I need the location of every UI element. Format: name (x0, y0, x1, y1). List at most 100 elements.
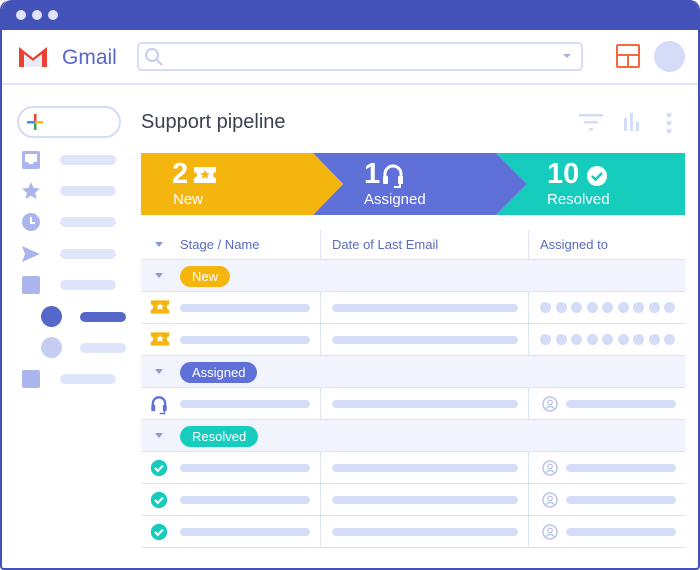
chart-icon[interactable] (622, 112, 642, 132)
stage-count: 10 (547, 158, 580, 190)
collapse-all-caret-icon[interactable] (155, 242, 163, 247)
sidebar-item-placeholder[interactable] (60, 280, 116, 290)
name-placeholder (180, 400, 310, 408)
header: Gmail (2, 30, 698, 85)
placeholder-dot (648, 302, 660, 313)
title-bar (2, 0, 698, 30)
sidebar-item-placeholder[interactable] (60, 217, 116, 227)
sidebar-item-placeholder[interactable] (60, 374, 116, 384)
page-title: Support pipeline (141, 111, 286, 133)
placeholder-dot (633, 302, 644, 313)
stage-assigned[interactable]: 1 Assigned (331, 153, 511, 215)
placeholder-dot (555, 334, 567, 345)
column-label: Date of Last Email (332, 237, 439, 252)
date-placeholder (332, 464, 518, 472)
assignee-placeholder (566, 496, 676, 504)
group-row-resolved[interactable]: Resolved (141, 420, 685, 452)
user-icon[interactable] (542, 396, 558, 412)
pipeline-banner: 2 New 1 Assigned 10 Resolved (141, 153, 685, 215)
sidebar-item-placeholder[interactable] (60, 186, 116, 196)
search-input[interactable] (137, 42, 583, 71)
table-row[interactable] (141, 452, 685, 484)
layout-icon[interactable] (616, 44, 640, 68)
placeholder-dot (648, 334, 660, 345)
name-placeholder (180, 496, 310, 504)
avatar[interactable] (654, 41, 685, 72)
compose-button[interactable] (17, 106, 121, 138)
plus-icon (27, 114, 43, 130)
label-icon[interactable] (21, 275, 41, 295)
gmail-logo-icon[interactable] (17, 44, 49, 68)
brand-name: Gmail (62, 46, 117, 69)
placeholder-dot (571, 302, 582, 313)
collapse-caret-icon[interactable] (155, 369, 163, 374)
stage-badge: New (180, 266, 231, 287)
placeholder-dot (664, 334, 675, 345)
ticket-star-icon (150, 300, 170, 314)
sidebar-item-placeholder[interactable] (60, 249, 116, 259)
column-label: Stage / Name (180, 237, 260, 252)
column-header-stage[interactable]: Stage / Name (141, 230, 320, 259)
send-icon[interactable] (21, 244, 41, 264)
collapse-caret-icon[interactable] (155, 273, 163, 278)
table-row[interactable] (141, 516, 685, 548)
stage-count: 1 (364, 158, 381, 190)
sidebar-item-placeholder[interactable] (80, 343, 126, 353)
placeholder-dot (633, 334, 644, 345)
column-header-date[interactable]: Date of Last Email (320, 230, 528, 259)
placeholder-dot (540, 302, 551, 313)
check-circle-icon (150, 491, 168, 509)
stage-resolved[interactable]: 10 Resolved (511, 153, 685, 215)
inbox-icon[interactable] (21, 150, 41, 170)
date-placeholder (332, 336, 518, 344)
table-header: Stage / Name Date of Last Email Assigned… (141, 230, 685, 260)
star-icon[interactable] (21, 181, 41, 201)
name-placeholder (180, 528, 310, 536)
placeholder-dot (586, 334, 598, 345)
stage-badge: Assigned (180, 362, 258, 383)
name-placeholder (180, 464, 310, 472)
sublabel-dot-icon[interactable] (41, 337, 62, 358)
name-placeholder (180, 336, 310, 344)
placeholder-dot (555, 302, 567, 313)
sidebar-item-placeholder[interactable] (60, 155, 116, 165)
user-icon[interactable] (542, 492, 558, 508)
headset-icon (151, 396, 167, 415)
stage-label: Resolved (547, 191, 610, 208)
column-label: Assigned to (540, 237, 608, 252)
search-options-caret-icon[interactable] (563, 54, 571, 58)
check-circle-icon (150, 459, 168, 477)
table-row[interactable] (141, 324, 685, 356)
table-row[interactable] (141, 484, 685, 516)
table-row[interactable] (141, 292, 685, 324)
assignee-placeholder (566, 528, 676, 536)
table-row[interactable] (141, 388, 685, 420)
filter-icon[interactable] (579, 112, 603, 132)
check-circle-icon (150, 523, 168, 541)
column-header-assigned[interactable]: Assigned to (528, 230, 685, 259)
sidebar-item-placeholder-active[interactable] (80, 312, 126, 322)
check-circle-icon (587, 166, 607, 186)
user-icon[interactable] (542, 460, 558, 476)
user-icon[interactable] (542, 524, 558, 540)
clock-icon[interactable] (21, 212, 41, 232)
stage-new[interactable]: 2 New (141, 153, 331, 215)
placeholder-dot (664, 302, 675, 313)
stage-badge: Resolved (180, 426, 259, 447)
collapse-caret-icon[interactable] (155, 433, 163, 438)
window-dot[interactable] (48, 10, 58, 20)
date-placeholder (332, 528, 518, 536)
placeholder-dot (602, 334, 613, 345)
label-icon[interactable] (21, 369, 41, 389)
group-row-new[interactable]: New (141, 260, 685, 292)
sublabel-dot-icon[interactable] (41, 306, 62, 327)
placeholder-dot (540, 334, 551, 345)
more-vert-icon[interactable] (664, 112, 674, 134)
placeholder-dot (617, 334, 629, 345)
window-dot[interactable] (32, 10, 42, 20)
stage-label: New (173, 191, 204, 208)
group-row-assigned[interactable]: Assigned (141, 356, 685, 388)
window-dot[interactable] (16, 10, 26, 20)
stage-count: 2 (172, 158, 189, 190)
